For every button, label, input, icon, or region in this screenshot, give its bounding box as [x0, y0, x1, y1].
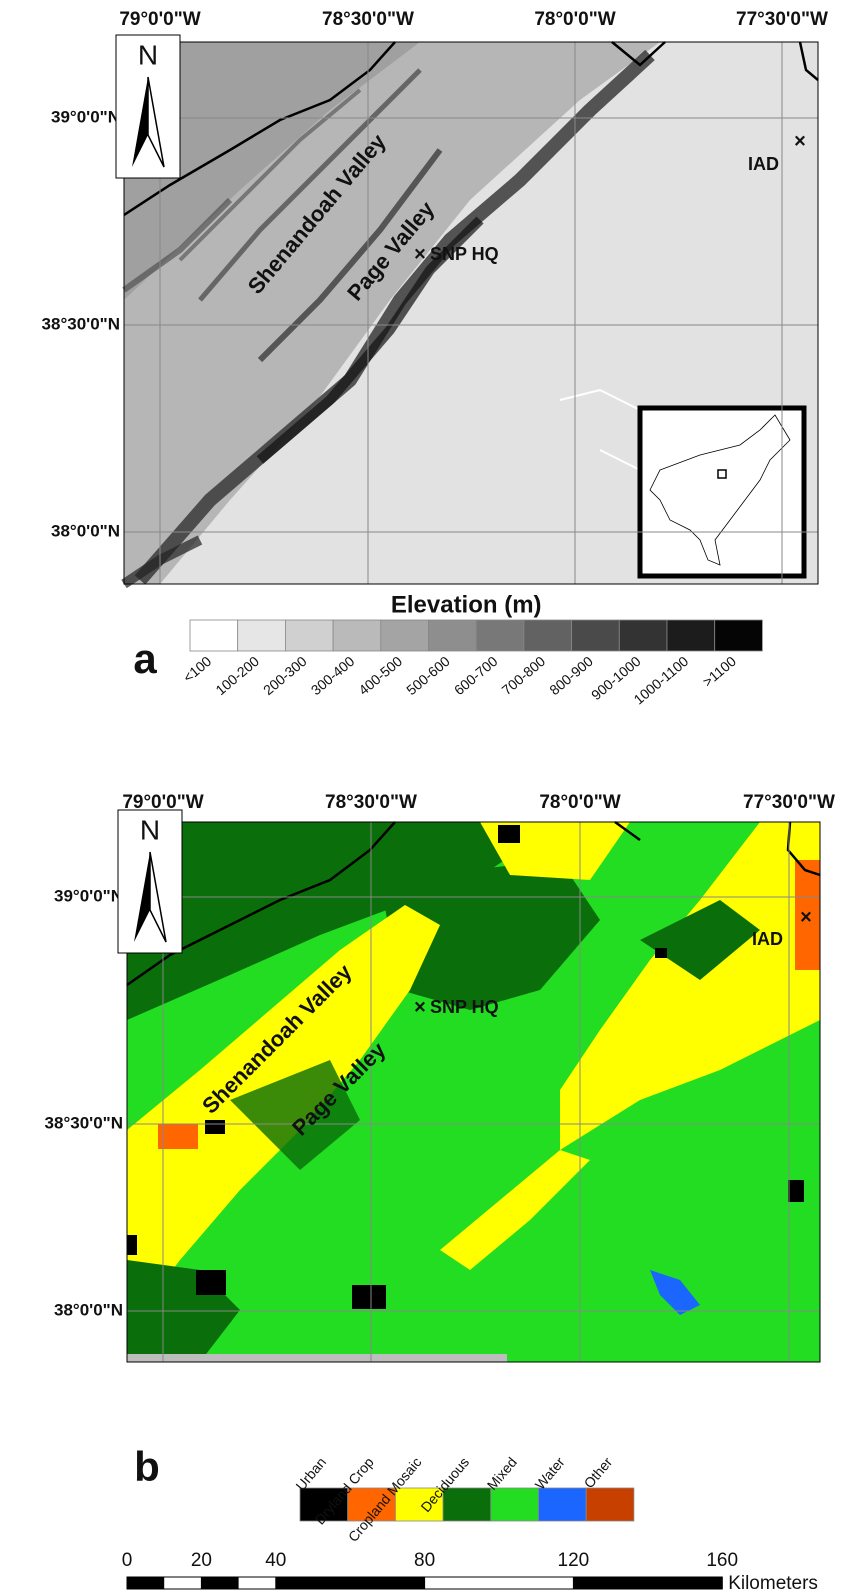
north-arrow: [134, 852, 150, 942]
north-label: N: [140, 814, 160, 845]
marker-x: ×: [414, 996, 426, 1018]
site-label: SNP HQ: [430, 244, 499, 264]
legend-swatch: [380, 619, 429, 652]
legend-label: 400-500: [355, 653, 405, 698]
legend-title: Elevation (m): [391, 591, 542, 618]
legend-label: 100-200: [212, 653, 262, 698]
north-arrow: [149, 851, 167, 943]
legend-swatch: [490, 1487, 539, 1522]
latitude-label: 39°0'0"N: [51, 107, 120, 126]
scale-label: 0: [122, 1550, 133, 1571]
north-label: N: [138, 39, 158, 70]
legend-swatch: [299, 1487, 349, 1522]
scale-unit: Kilometers: [728, 1573, 818, 1594]
legend-label: 700-800: [499, 653, 549, 698]
latitude-label: 38°0'0"N: [54, 1300, 123, 1319]
legend-swatch: [442, 1487, 492, 1522]
scale-bar-segment: [275, 1577, 425, 1589]
marker-x: ×: [414, 243, 426, 265]
map-frame: [126, 821, 821, 1363]
latitude-label: 38°30'0"N: [42, 314, 120, 333]
legend-swatch: [189, 619, 239, 652]
longitude-label: 78°0'0"W: [539, 792, 620, 813]
panel-label: b: [134, 1443, 160, 1490]
legend-label: 600-700: [451, 653, 501, 698]
legend-swatch: [428, 619, 477, 652]
north-arrow: [132, 77, 148, 167]
landcover-map: [126, 820, 821, 1362]
legend-swatch: [237, 619, 286, 652]
legend-swatch: [538, 1487, 587, 1522]
marker-x: ×: [800, 906, 812, 928]
longitude-label: 77°30'0"W: [743, 792, 835, 813]
elevation-map: [121, 41, 819, 589]
latitude-label: 38°0'0"N: [51, 521, 120, 540]
map-frame: [123, 41, 819, 585]
longitude-label: 79°0'0"W: [119, 9, 200, 30]
legend-label: Other: [581, 1454, 616, 1491]
legend-swatch: [585, 1487, 635, 1522]
longitude-label: 78°30'0"W: [325, 792, 417, 813]
longitude-label: 78°0'0"W: [534, 9, 615, 30]
legend-label: 300-400: [308, 653, 358, 698]
panel-label: a: [133, 635, 157, 682]
latitude-label: 39°0'0"N: [54, 886, 123, 905]
site-label: IAD: [748, 154, 779, 174]
longitude-label: 79°0'0"W: [122, 792, 203, 813]
legend-swatch: [284, 619, 334, 652]
scale-label: 40: [265, 1550, 286, 1571]
scale-bar-segment: [573, 1577, 723, 1589]
north-arrow: [147, 76, 165, 168]
legend-swatch: [394, 1487, 444, 1522]
site-label: SNP HQ: [430, 997, 499, 1017]
legend-label: Mixed: [484, 1454, 520, 1493]
legend-swatch: [714, 619, 763, 652]
scale-label: 20: [191, 1550, 212, 1571]
legend-swatch: [347, 1487, 396, 1522]
longitude-label: 78°30'0"W: [322, 9, 414, 30]
scale-label: 120: [558, 1550, 590, 1571]
legend-swatch: [666, 619, 716, 652]
legend-label: 500-600: [403, 653, 453, 698]
legend-swatch: [571, 619, 620, 652]
scale-bar-segment: [127, 1577, 165, 1589]
scale-bar-segment: [201, 1577, 239, 1589]
legend-label: <100: [180, 653, 215, 686]
legend-swatch: [523, 619, 573, 652]
longitude-label: 77°30'0"W: [736, 9, 828, 30]
latitude-label: 38°30'0"N: [45, 1113, 123, 1132]
scale-label: 80: [414, 1550, 435, 1571]
legend-label: Water: [532, 1454, 568, 1493]
scale-label: 160: [706, 1550, 738, 1571]
marker-x: ×: [794, 130, 806, 152]
site-label: IAD: [752, 929, 783, 949]
legend-swatch: [475, 619, 525, 652]
legend-swatch: [618, 619, 668, 652]
legend-swatch: [332, 619, 382, 652]
legend-label: 200-300: [260, 653, 310, 698]
legend-label: >1100: [699, 653, 739, 690]
